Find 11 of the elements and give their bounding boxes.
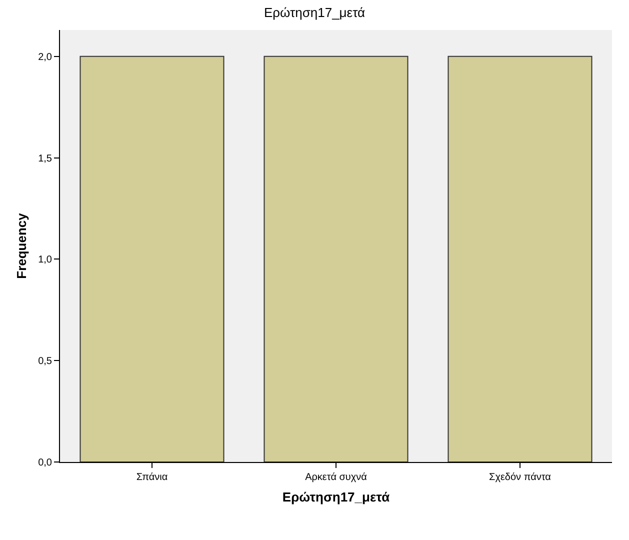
x-tick-label: Σπάνια (136, 472, 168, 483)
x-tick-label: Σχεδόν πάντα (489, 472, 552, 483)
y-tick-label: 2,0 (38, 52, 52, 63)
y-axis-title: Frequency (14, 212, 30, 279)
chart-title: Ερώτηση17_μετά (264, 5, 366, 20)
y-tick-label: 0,0 (38, 458, 52, 468)
x-tick-label: Αρκετά συχνά (305, 472, 368, 483)
y-tick-label: 1,5 (38, 153, 52, 164)
y-tick-label: 1,0 (38, 254, 52, 266)
y-tick-label: 0,5 (38, 356, 52, 368)
x-axis-title: Ερώτηση17_μετά (282, 490, 390, 505)
